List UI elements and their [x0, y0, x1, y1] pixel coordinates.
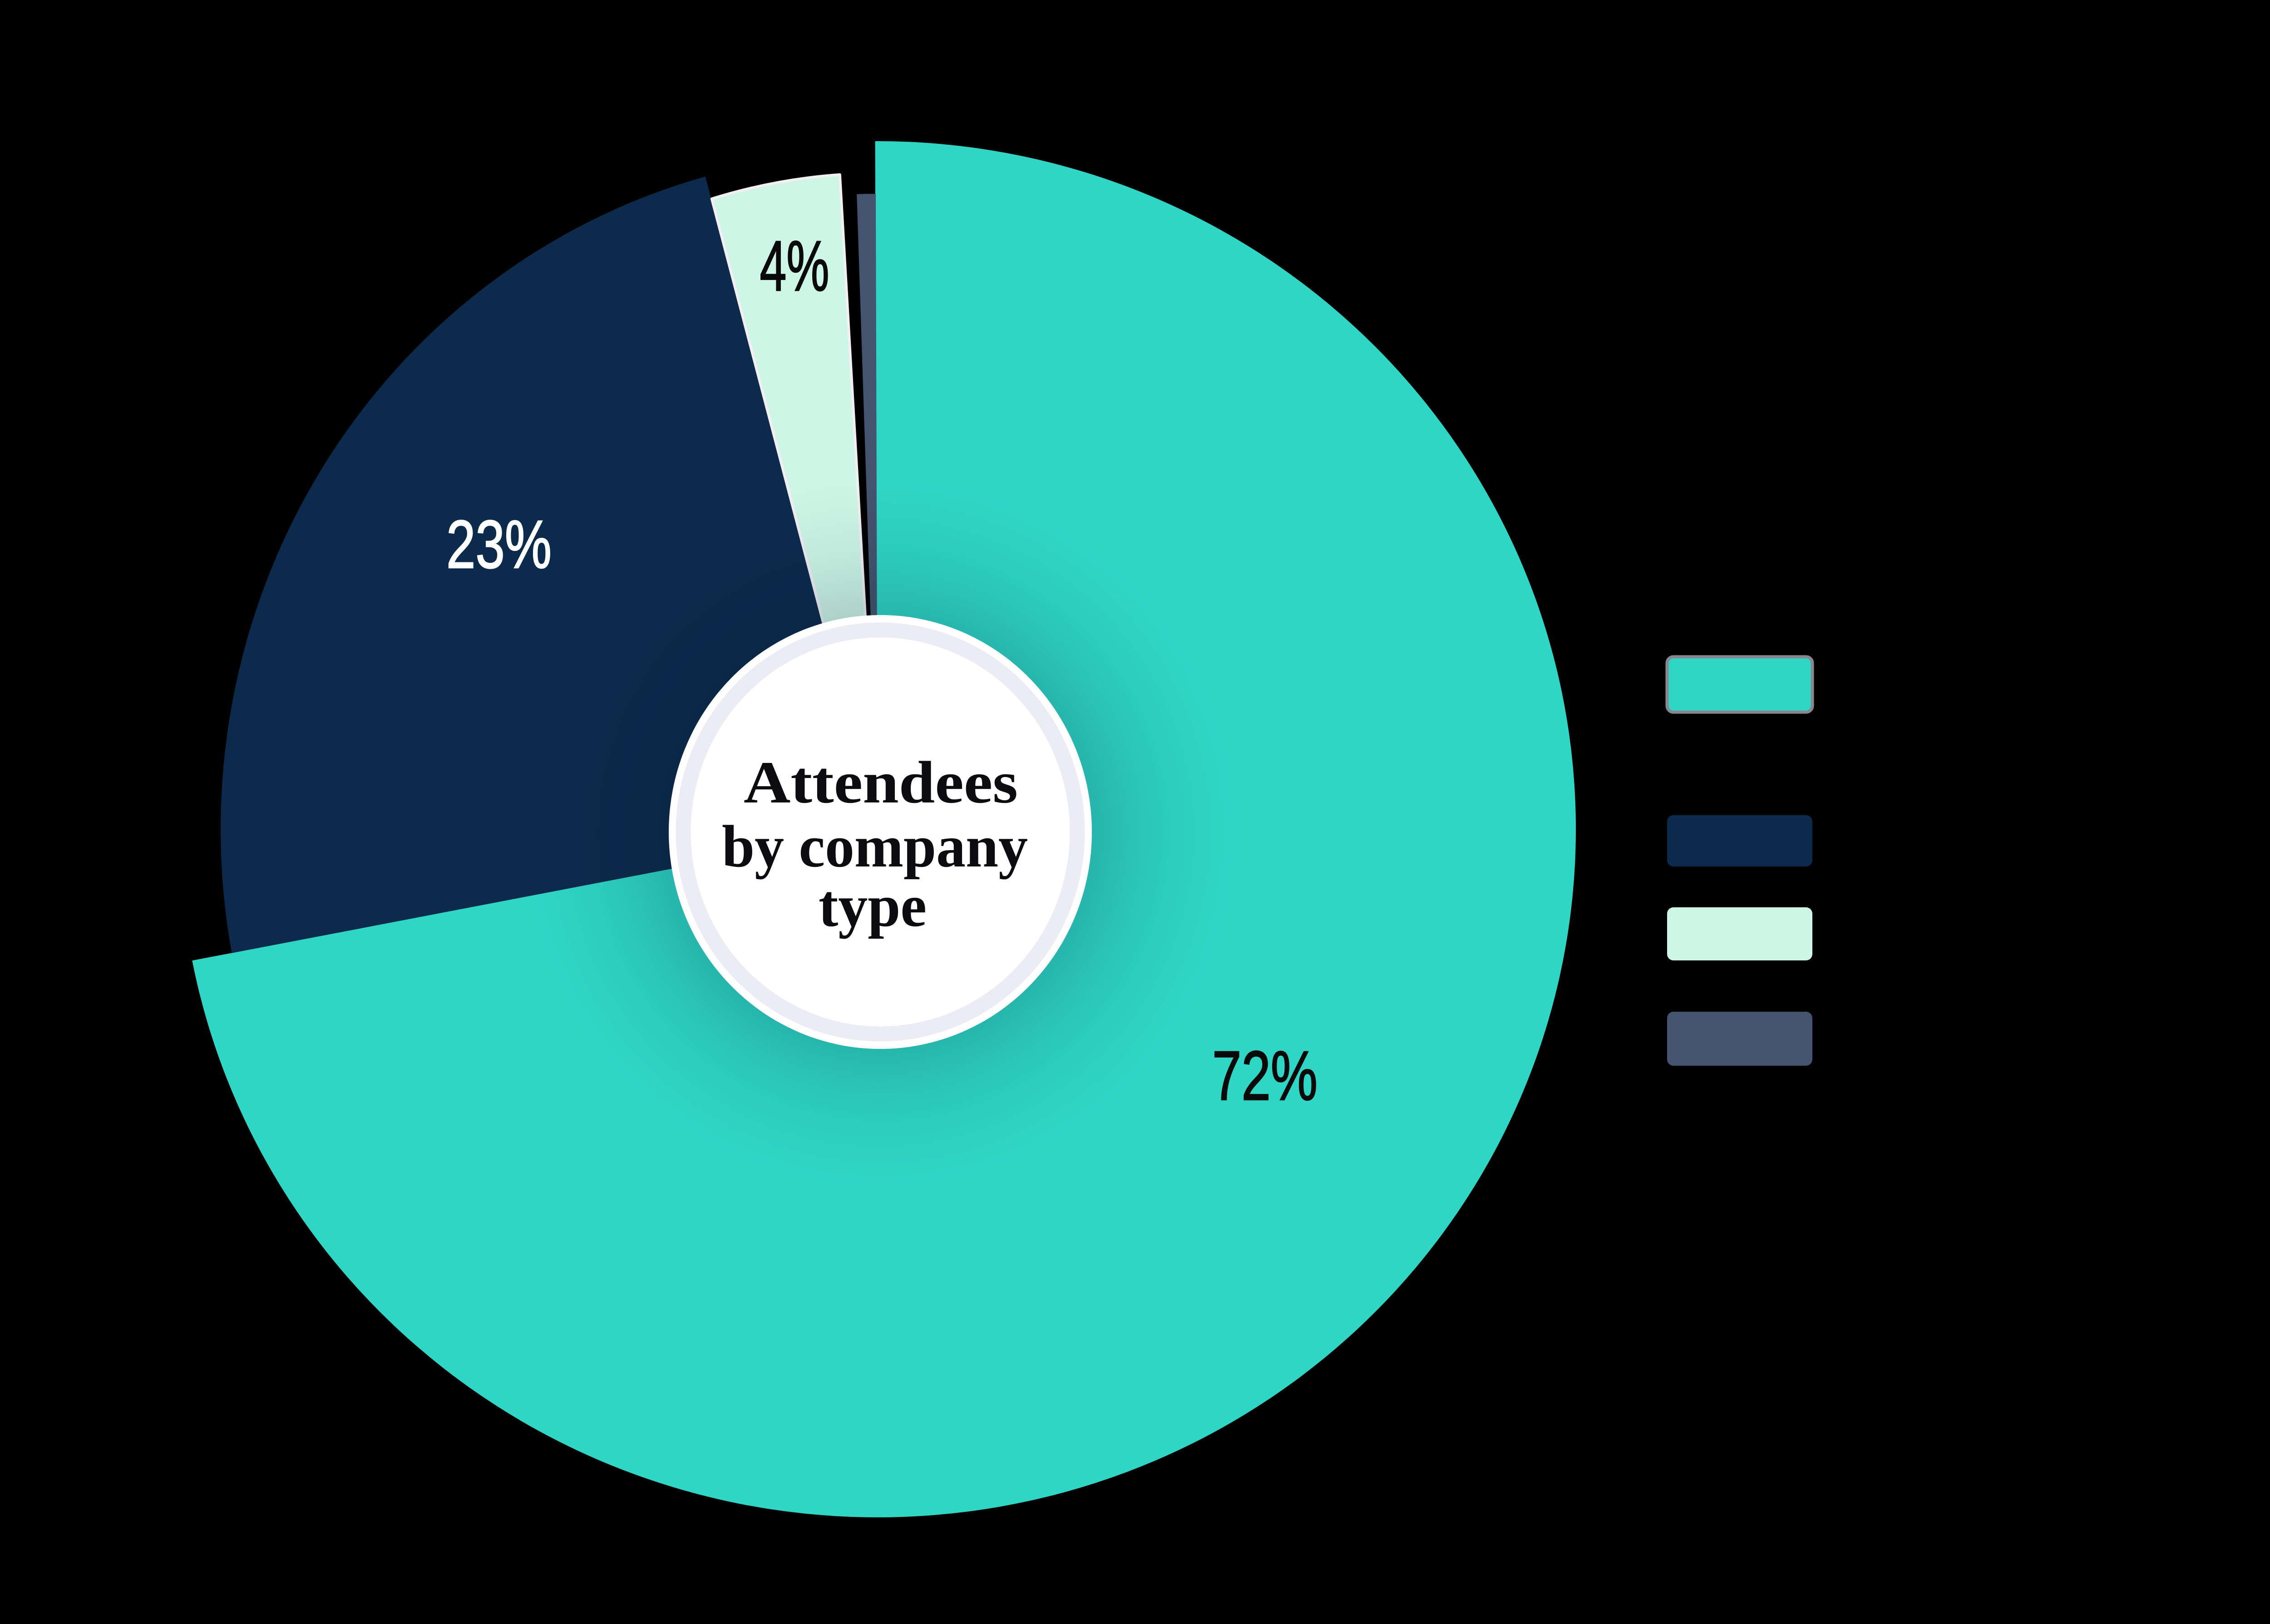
svg-text:type: type	[819, 872, 927, 939]
svg-text:4%: 4%	[760, 226, 829, 306]
svg-text:by company: by company	[722, 813, 1028, 880]
svg-text:Attendees: Attendees	[744, 749, 1018, 816]
svg-text:23%: 23%	[446, 506, 552, 582]
svg-text:72%: 72%	[1212, 1037, 1318, 1115]
